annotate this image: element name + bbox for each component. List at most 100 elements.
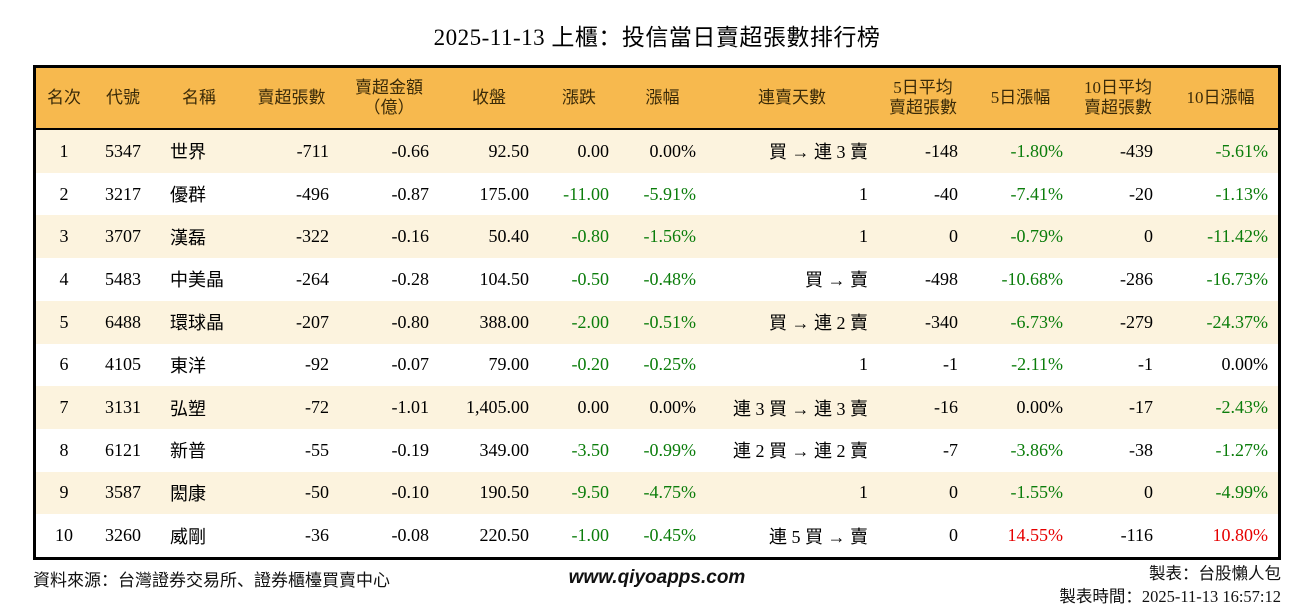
table-cell: -5.61%: [1215, 140, 1269, 161]
table-cell: -72: [305, 397, 329, 418]
table-cell: -7: [943, 439, 958, 460]
table-cell: 1: [59, 140, 69, 161]
table-cell: -11.42%: [1207, 226, 1268, 247]
column-header-9: 連賣天數: [758, 88, 826, 108]
table-row: 9 3587 閎康 -50 -0.10 190.50 -9.50 -4.75% 1 0 -1.55%…: [36, 471, 1278, 515]
table-cell: 3587: [105, 482, 141, 503]
table-cell: -0.10: [391, 482, 430, 503]
table-cell: -2.00: [571, 311, 610, 332]
table-cell: 10: [55, 525, 73, 546]
table-cell: 0.00: [577, 140, 610, 161]
table-cell: 0: [1144, 482, 1153, 503]
table-cell: 閎康: [170, 483, 206, 504]
table-cell: -1: [943, 354, 958, 375]
column-header-10: 5日平均 賣超張數: [889, 78, 957, 117]
table-cell: -40: [934, 183, 958, 204]
table-cell: -1: [1138, 354, 1153, 375]
table-header-row: 名次 代號 名稱 賣超張數 賣超金額 （億） 收盤 漲跌 漲幅 連賣天數 5日平均 賣超張數 5日漲…: [36, 68, 1278, 130]
table-cell: 世界: [170, 142, 206, 163]
table-cell: -20: [1129, 183, 1153, 204]
column-header-1: 名次: [47, 88, 81, 108]
table-cell: -279: [1120, 311, 1153, 332]
table-cell: -0.45%: [643, 525, 697, 546]
table-cell: -6.73%: [1010, 311, 1064, 332]
table-cell: -1.55%: [1010, 482, 1064, 503]
table-cell: -38: [1129, 439, 1153, 460]
table-row: 1 5347 世界 -711 -0.66 92.50 0.00 0.00% 買 → 連 3 賣 -…: [36, 130, 1278, 173]
table-cell: 3707: [105, 226, 141, 247]
table-cell: 1: [859, 183, 868, 204]
table-cell: 104.50: [479, 268, 530, 289]
table-cell: -0.51%: [643, 311, 697, 332]
table-cell: -0.99%: [643, 439, 697, 460]
table-cell: -322: [296, 226, 329, 247]
table-cell: -439: [1120, 140, 1153, 161]
table-cell: -50: [305, 482, 329, 503]
table-cell: -340: [925, 311, 958, 332]
data-source-note: 資料來源：台灣證券交易所、證券櫃檯買賣中心: [33, 571, 390, 590]
table-cell: -116: [1120, 525, 1153, 546]
table-cell: 買 → 連 3 賣: [769, 142, 868, 163]
table-cell: 0: [949, 482, 958, 503]
table-row: 6 4105 東洋 -92 -0.07 79.00 -0.20 -0.25% 1 -1 -2.11%…: [36, 343, 1278, 387]
table-cell: 4: [59, 268, 69, 289]
table-cell: 9: [59, 482, 69, 503]
table-cell: -16.73%: [1206, 268, 1269, 289]
column-header-8: 漲幅: [645, 88, 680, 108]
table-cell: -0.79%: [1010, 226, 1064, 247]
table-row: 2 3217 優群 -496 -0.87 175.00 -11.00 -5.91% 1 -40 -7…: [36, 172, 1278, 216]
column-header-7: 漲跌: [562, 88, 596, 108]
column-header-13: 10日漲幅: [1186, 88, 1255, 108]
table-cell: 6: [59, 354, 69, 375]
table-cell: 10.80%: [1212, 525, 1269, 546]
table-cell: 14.55%: [1007, 525, 1064, 546]
table-cell: -264: [296, 268, 329, 289]
table-cell: -0.25%: [643, 354, 697, 375]
table-cell: 5: [59, 311, 69, 332]
table-cell: -1.00: [571, 525, 610, 546]
table-cell: -0.66: [391, 140, 430, 161]
table-cell: 50.40: [488, 226, 530, 247]
table-row: 5 6488 環球晶 -207 -0.80 388.00 -2.00 -0.51% 買 → 連 …: [36, 300, 1278, 344]
table-cell: 1: [859, 226, 868, 247]
table-cell: -0.48%: [643, 268, 697, 289]
table-cell: -0.16: [391, 226, 430, 247]
table-cell: 7: [59, 397, 69, 418]
table-cell: -7.41%: [1010, 183, 1064, 204]
table-cell: -4.75%: [643, 482, 697, 503]
table-cell: 8: [59, 439, 69, 460]
table-cell: 0.00%: [649, 140, 697, 161]
table-row: 4 5483 中美晶 -264 -0.28 104.50 -0.50 -0.48% 買 → 賣 -…: [36, 258, 1278, 301]
table-cell: 優群: [170, 185, 206, 206]
table-cell: -16: [934, 397, 958, 418]
table-cell: -0.20: [571, 354, 610, 375]
table-cell: -1.27%: [1215, 439, 1269, 460]
column-header-2: 代號: [106, 88, 140, 108]
table-body: 1 5347 世界 -711 -0.66 92.50 0.00 0.00% 買 → 連 3 賣-…: [36, 130, 1278, 558]
column-header-5: 賣超金額 （億）: [355, 78, 423, 117]
table-cell: 連 3 買 → 連 3 賣: [733, 398, 868, 419]
table-cell: -0.28: [391, 268, 430, 289]
table-cell: -711: [296, 140, 329, 161]
table-cell: 6488: [105, 311, 141, 332]
table-cell: 0: [949, 525, 958, 546]
table-cell: 92.50: [488, 140, 530, 161]
table-cell: 買 → 連 2 賣: [769, 313, 868, 334]
table-cell: -10.68%: [1001, 268, 1064, 289]
table-cell: 弘塑: [170, 398, 206, 419]
table-cell: 5347: [105, 140, 141, 161]
table-cell: -4.99%: [1215, 482, 1269, 503]
table-cell: -1.13%: [1215, 183, 1269, 204]
table-cell: 175.00: [479, 183, 530, 204]
page-title: 2025-11-13 上櫃：投信當日賣超張數排行榜: [433, 25, 881, 50]
table-cell: -0.07: [391, 354, 430, 375]
table-cell: 5483: [105, 268, 141, 289]
table-cell: -2.43%: [1215, 397, 1269, 418]
table-cell: 190.50: [479, 482, 530, 503]
table-cell: -496: [296, 183, 329, 204]
table-cell: -17: [1129, 397, 1153, 418]
table-cell: -0.08: [391, 525, 430, 546]
table-cell: 0: [1144, 226, 1153, 247]
website-url: www.qiyoapps.com: [568, 567, 746, 588]
table-cell: 220.50: [479, 525, 530, 546]
